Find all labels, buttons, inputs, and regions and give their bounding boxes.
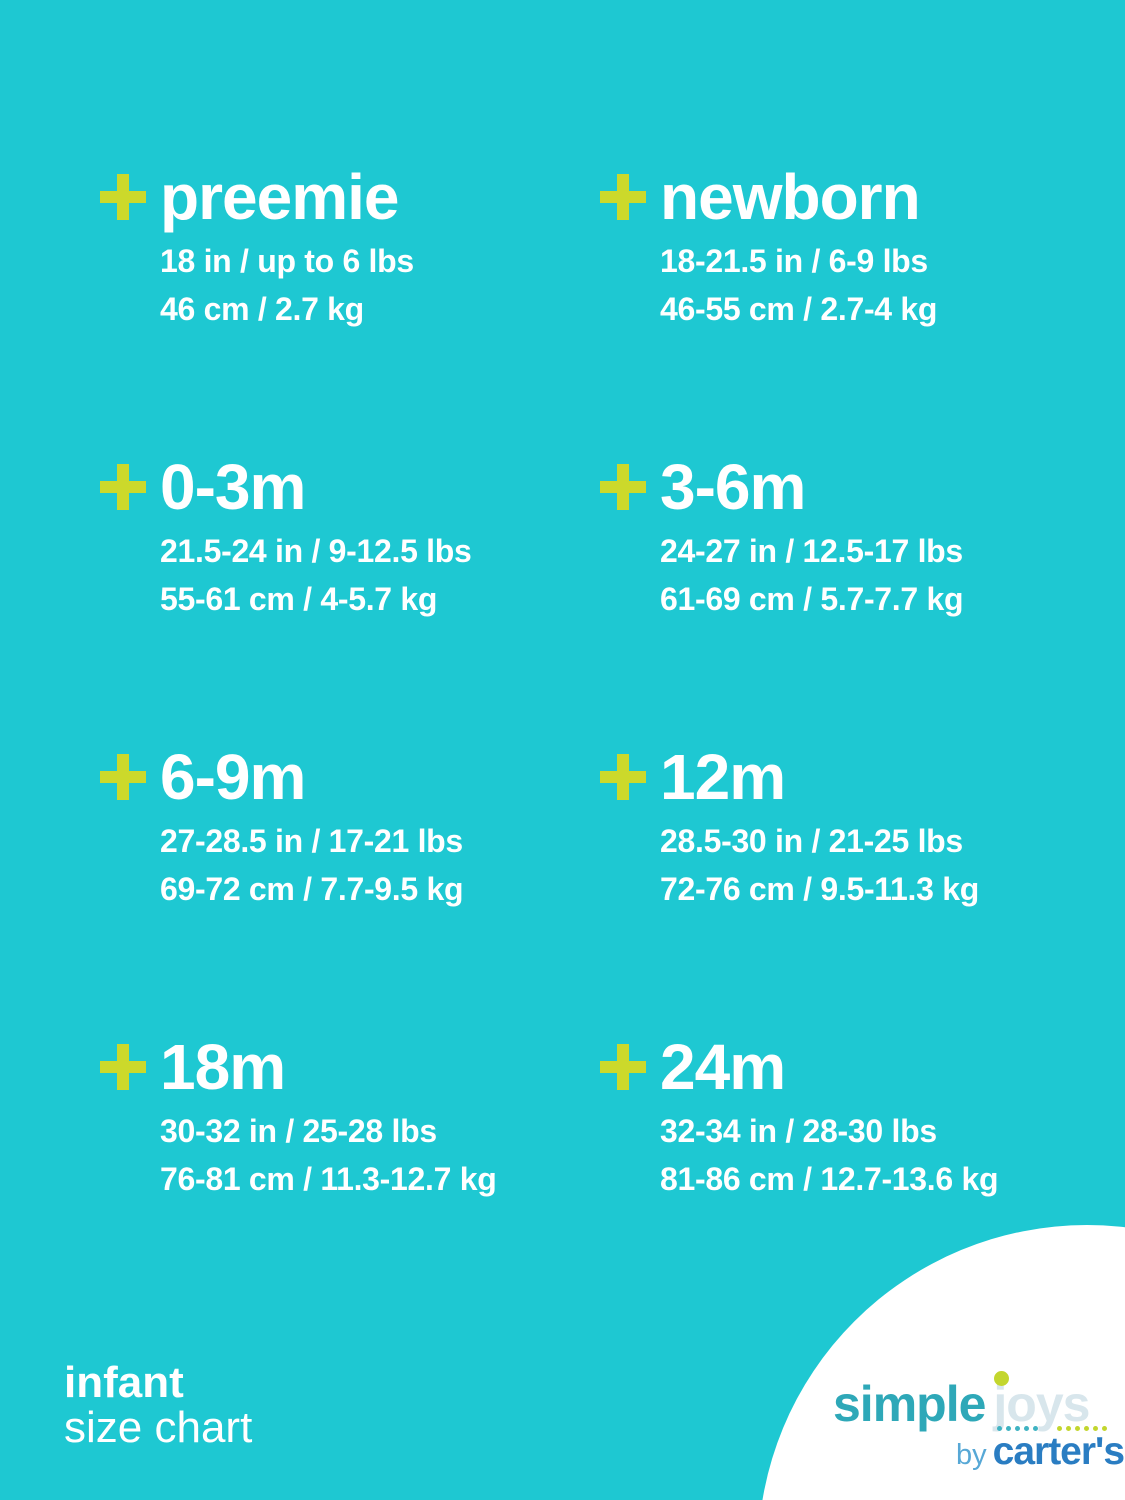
size-card-header: preemie [100,165,414,229]
logo-joys-text: joys [993,1371,1108,1433]
size-imperial: 18-21.5 in / 6-9 lbs [660,243,928,279]
size-imperial: 24-27 in / 12.5-17 lbs [660,533,963,569]
size-imperial: 30-32 in / 25-28 lbs [160,1113,437,1149]
size-card-0-3m: 0-3m 21.5-24 in / 9-12.5 lbs 55-61 cm / … [100,455,472,623]
size-metric: 61-69 cm / 5.7-7.7 kg [660,581,964,617]
size-card-header: 12m [600,745,979,809]
size-metric: 55-61 cm / 4-5.7 kg [160,581,438,617]
size-metric: 46 cm / 2.7 kg [160,291,364,327]
size-name: 3-6m [660,451,806,523]
logo-joys-word: joys [993,1376,1090,1432]
size-details: 30-32 in / 25-28 lbs 76-81 cm / 11.3-12.… [160,1107,497,1203]
size-card-12m: 12m 28.5-30 in / 21-25 lbs 72-76 cm / 9.… [600,745,979,913]
size-card-24m: 24m 32-34 in / 28-30 lbs 81-86 cm / 12.7… [600,1035,999,1203]
size-imperial: 18 in / up to 6 lbs [160,243,414,279]
brand-byline: by carter's ™ [956,1430,1125,1474]
size-metric: 46-55 cm / 2.7-4 kg [660,291,938,327]
size-imperial: 21.5-24 in / 9-12.5 lbs [160,533,472,569]
size-imperial: 27-28.5 in / 17-21 lbs [160,823,463,859]
size-metric: 76-81 cm / 11.3-12.7 kg [160,1161,497,1197]
size-metric: 69-72 cm / 7.7-9.5 kg [160,871,464,907]
size-card-preemie: preemie 18 in / up to 6 lbs 46 cm / 2.7 … [100,165,414,333]
logo-carters-text: carter's [992,1430,1125,1473]
size-name: newborn [660,161,921,233]
page-title-line1: infant [64,1358,184,1407]
logo-simple-text: simple [833,1376,986,1432]
plus-icon [100,1044,146,1090]
size-card-header: 3-6m [600,455,963,519]
size-imperial: 28.5-30 in / 21-25 lbs [660,823,963,859]
plus-icon [600,174,646,220]
logo-by-text: by [956,1439,987,1471]
size-card-header: newborn [600,165,937,229]
j-dot-icon [994,1371,1010,1386]
plus-icon [100,464,146,510]
size-card-newborn: newborn 18-21.5 in / 6-9 lbs 46-55 cm / … [600,165,937,333]
size-details: 21.5-24 in / 9-12.5 lbs 55-61 cm / 4-5.7… [160,527,472,623]
page-title: infant size chart [64,1360,252,1450]
green-dots-icon [1057,1426,1108,1431]
size-details: 32-34 in / 28-30 lbs 81-86 cm / 12.7-13.… [660,1107,999,1203]
teal-dots-icon [997,1426,1039,1431]
size-details: 18-21.5 in / 6-9 lbs 46-55 cm / 2.7-4 kg [660,237,937,333]
size-name: 24m [660,1031,786,1103]
plus-icon [600,464,646,510]
size-name: 18m [160,1031,286,1103]
size-card-header: 24m [600,1035,998,1099]
plus-icon [100,174,146,220]
brand-logo: simple joys [833,1371,1108,1433]
size-metric: 72-76 cm / 9.5-11.3 kg [660,871,979,907]
size-card-header: 18m [100,1035,496,1099]
size-card-6-9m: 6-9m 27-28.5 in / 17-21 lbs 69-72 cm / 7… [100,745,464,913]
size-metric: 81-86 cm / 12.7-13.6 kg [660,1161,999,1197]
size-card-header: 0-3m [100,455,472,519]
plus-icon [600,1044,646,1090]
size-name: 12m [660,741,786,813]
size-name: preemie [160,161,399,233]
size-details: 24-27 in / 12.5-17 lbs 61-69 cm / 5.7-7.… [660,527,964,623]
size-details: 18 in / up to 6 lbs 46 cm / 2.7 kg [160,237,414,333]
size-card-3-6m: 3-6m 24-27 in / 12.5-17 lbs 61-69 cm / 5… [600,455,964,623]
plus-icon [600,754,646,800]
size-details: 28.5-30 in / 21-25 lbs 72-76 cm / 9.5-11… [660,817,979,913]
page-title-line2: size chart [64,1403,253,1452]
size-name: 0-3m [160,451,306,523]
size-card-18m: 18m 30-32 in / 25-28 lbs 76-81 cm / 11.3… [100,1035,497,1203]
size-card-header: 6-9m [100,745,463,809]
plus-icon [100,754,146,800]
size-name: 6-9m [160,741,306,813]
size-details: 27-28.5 in / 17-21 lbs 69-72 cm / 7.7-9.… [160,817,464,913]
size-imperial: 32-34 in / 28-30 lbs [660,1113,937,1149]
